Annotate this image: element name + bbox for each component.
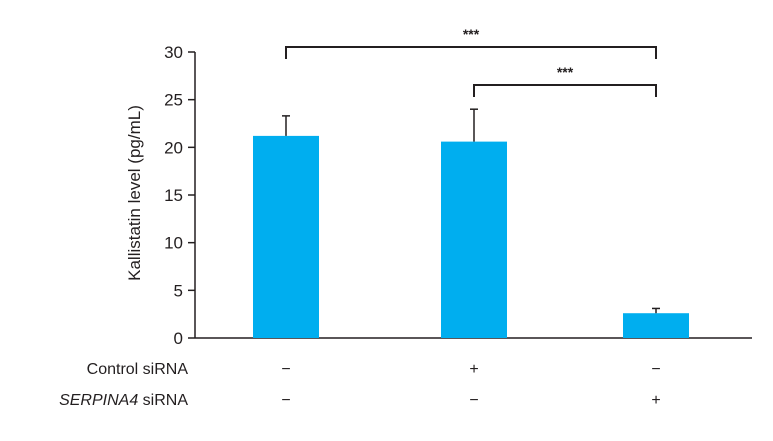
bar-layer <box>253 108 689 338</box>
y-tick-label: 20 <box>164 138 183 157</box>
condition-row-label-italic: SERPINA4 <box>59 392 138 409</box>
significance-bracket <box>473 84 657 97</box>
condition-table: Control siRNA − + − SERPINA4 siRNA − − + <box>59 361 661 409</box>
bar <box>253 135 319 338</box>
y-tick-label: 10 <box>164 234 183 253</box>
y-tick-label: 0 <box>174 329 183 348</box>
significance-bracket <box>285 46 657 59</box>
y-tick-label: 15 <box>164 186 183 205</box>
condition-mark: + <box>651 392 660 409</box>
significance-layer: *** *** <box>285 26 657 97</box>
y-axis-title: Kallistatin level (pg/mL) <box>125 105 144 281</box>
condition-mark: − <box>651 361 660 378</box>
significance-label: *** <box>557 64 574 80</box>
significance-label: *** <box>463 26 480 42</box>
bar <box>623 313 689 338</box>
condition-row-label-text: Control siRNA <box>87 361 189 378</box>
y-tick-label: 30 <box>164 43 183 62</box>
condition-row-label: SERPINA4 siRNA <box>59 392 188 409</box>
condition-mark: + <box>469 361 478 378</box>
condition-row-label: Control siRNA <box>87 361 189 378</box>
condition-mark: − <box>469 392 478 409</box>
condition-mark: − <box>281 361 290 378</box>
y-tick-label: 5 <box>174 281 183 300</box>
bar <box>441 141 507 338</box>
y-tick-label: 25 <box>164 91 183 110</box>
condition-mark: − <box>281 392 290 409</box>
condition-row-label-text: siRNA <box>138 392 188 409</box>
